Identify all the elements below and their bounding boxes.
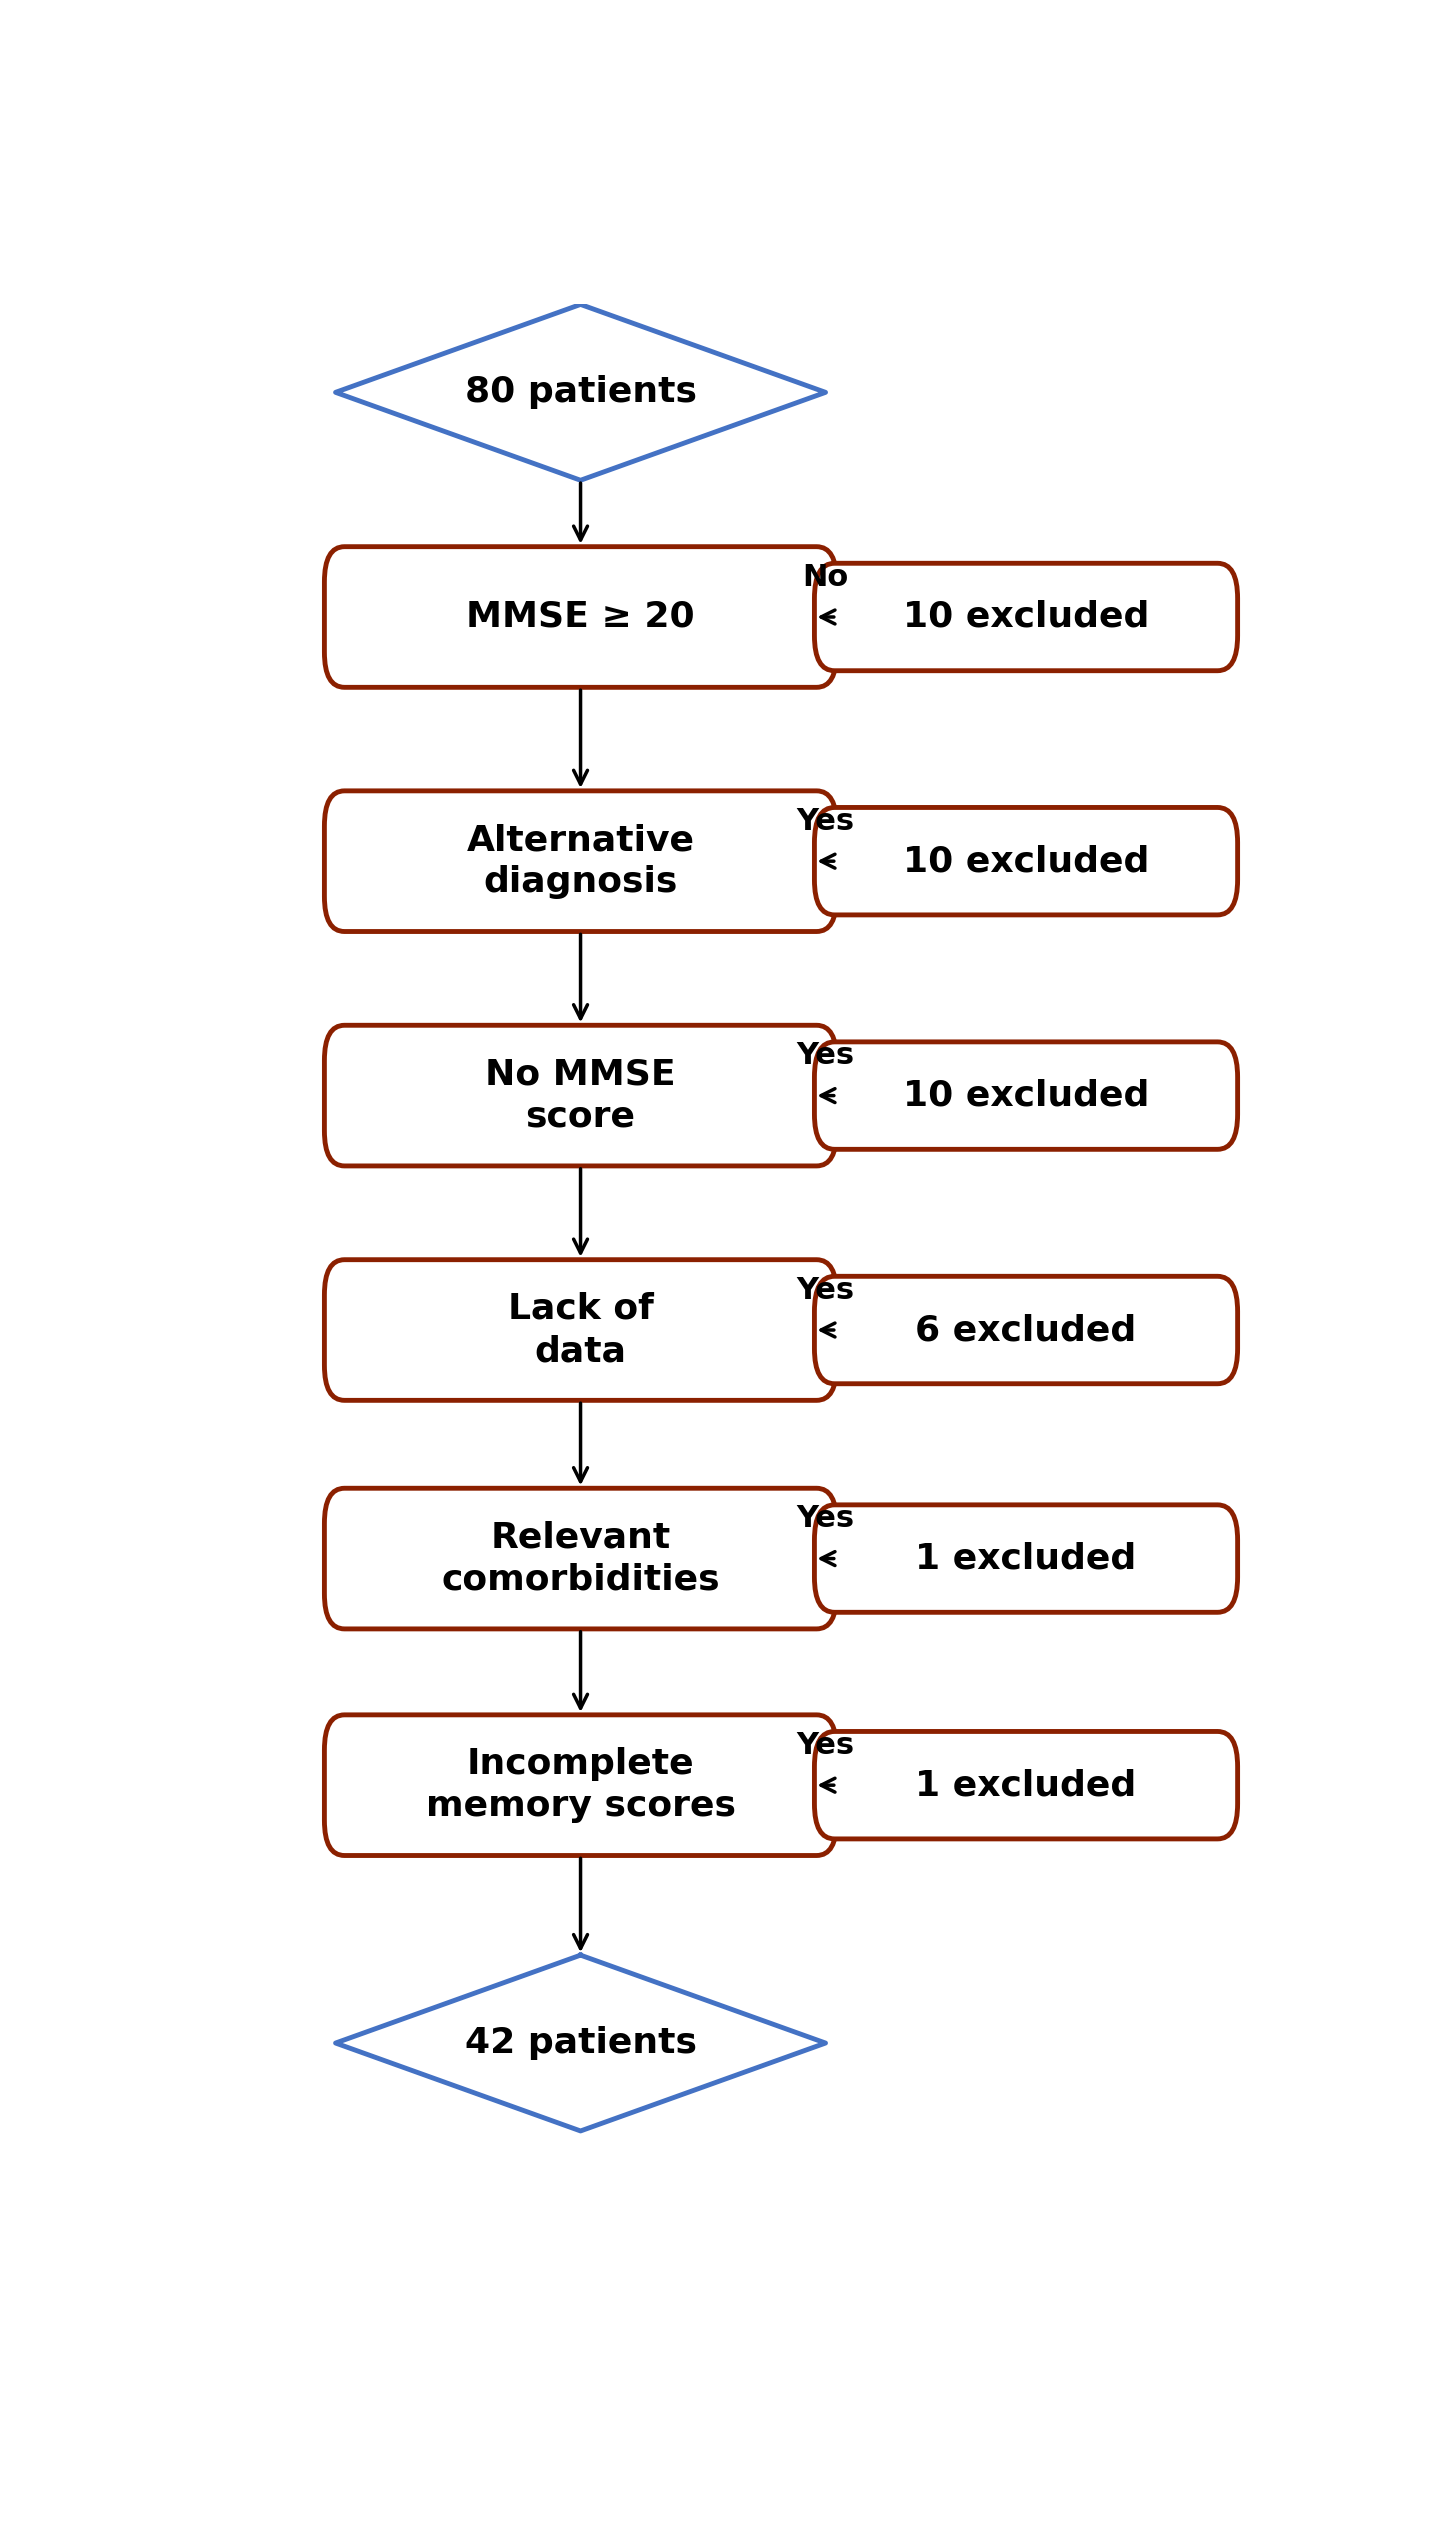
FancyBboxPatch shape: [815, 1043, 1237, 1149]
Text: Alternative
diagnosis: Alternative diagnosis: [467, 822, 694, 898]
FancyBboxPatch shape: [325, 792, 836, 931]
FancyBboxPatch shape: [325, 545, 836, 688]
Text: 1 excluded: 1 excluded: [915, 1542, 1137, 1575]
FancyBboxPatch shape: [815, 807, 1237, 916]
Text: Incomplete
memory scores: Incomplete memory scores: [425, 1748, 736, 1824]
Polygon shape: [335, 304, 825, 479]
Text: 42 patients: 42 patients: [464, 2027, 697, 2060]
Text: 6 excluded: 6 excluded: [915, 1314, 1137, 1347]
Text: Lack of
data: Lack of data: [507, 1291, 654, 1367]
Text: No: No: [802, 563, 849, 591]
Text: Yes: Yes: [796, 1504, 855, 1532]
Text: No MMSE
score: No MMSE score: [486, 1058, 675, 1134]
Polygon shape: [335, 1956, 825, 2131]
FancyBboxPatch shape: [815, 1504, 1237, 1614]
Text: 80 patients: 80 patients: [464, 375, 697, 408]
Text: Yes: Yes: [796, 1276, 855, 1304]
Text: Yes: Yes: [796, 1730, 855, 1761]
Text: 10 excluded: 10 excluded: [902, 845, 1150, 878]
FancyBboxPatch shape: [325, 1025, 836, 1167]
Text: Relevant
comorbidities: Relevant comorbidities: [441, 1520, 720, 1596]
Text: 1 excluded: 1 excluded: [915, 1768, 1137, 1801]
FancyBboxPatch shape: [815, 563, 1237, 670]
FancyBboxPatch shape: [815, 1730, 1237, 1839]
FancyBboxPatch shape: [325, 1715, 836, 1855]
FancyBboxPatch shape: [325, 1261, 836, 1400]
Text: Yes: Yes: [796, 807, 855, 835]
Text: 10 excluded: 10 excluded: [902, 1078, 1150, 1114]
Text: Yes: Yes: [796, 1040, 855, 1071]
FancyBboxPatch shape: [815, 1276, 1237, 1383]
Text: 10 excluded: 10 excluded: [902, 599, 1150, 634]
Text: MMSE ≥ 20: MMSE ≥ 20: [466, 599, 696, 634]
FancyBboxPatch shape: [325, 1489, 836, 1629]
